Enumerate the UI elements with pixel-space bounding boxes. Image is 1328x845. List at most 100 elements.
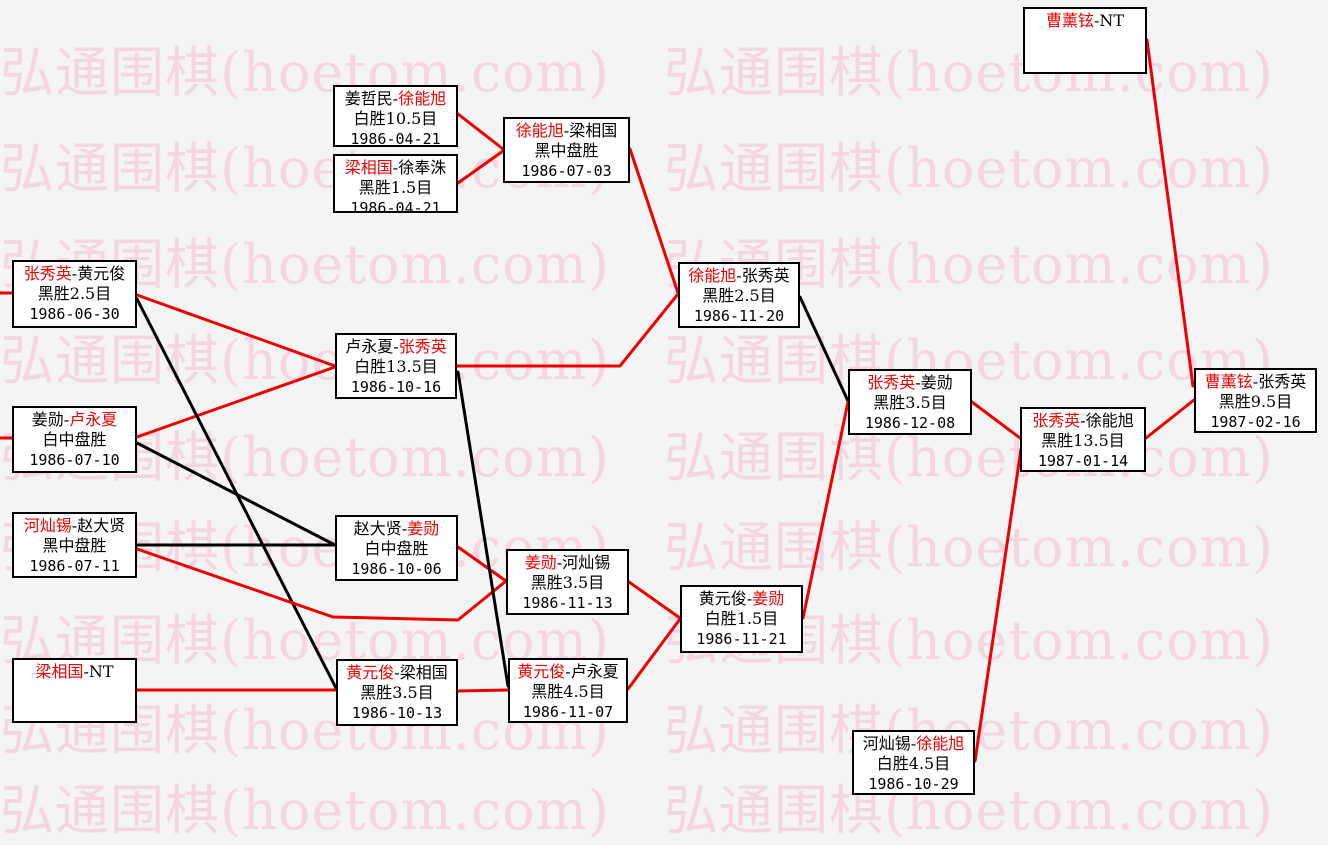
player-name-winner: 河灿锡 — [23, 516, 72, 535]
match-result: 黑胜3.5目 — [360, 683, 434, 702]
match-result: 黑胜13.5目 — [1041, 431, 1125, 450]
match-box-b13[interactable]: 黄元俊-卢永夏 黑胜4.5目 1986-11-07 — [508, 658, 628, 723]
match-box-b6[interactable]: 卢永夏-张秀英 白胜13.5目 1986-10-16 — [335, 333, 457, 399]
player-name-loser: 赵大贤- — [353, 519, 408, 538]
connector-line-b12-to-b15 — [627, 580, 682, 620]
player-name-loser: -赵大贤 — [71, 516, 126, 535]
connector-line-b8-to-b12 — [135, 547, 508, 622]
player-name-winner: 曹薰铉 — [1045, 11, 1094, 30]
match-players: 姜勋-卢永夏 — [14, 410, 135, 430]
connector-line-b2-to-b4 — [456, 112, 505, 151]
player-name-winner: 张秀英 — [1032, 411, 1081, 430]
match-players: 张秀英-徐能旭 — [1022, 411, 1144, 431]
match-box-b2[interactable]: 姜哲民-徐能旭 白胜10.5目 1986-04-21 — [333, 85, 458, 148]
match-date: 1986-11-07 — [522, 703, 614, 721]
connector-lines-canvas — [0, 38, 1196, 763]
watermark-text: 弘通围棋(hoetom.com) — [664, 426, 1274, 489]
match-result: 白中盘胜 — [364, 539, 429, 558]
watermark-text: 弘通围棋(hoetom.com) — [664, 516, 1274, 579]
player-name-loser: -徐能旭 — [1080, 411, 1134, 430]
player-name-loser: 卢永夏- — [345, 337, 399, 356]
match-date: 1986-07-10 — [29, 451, 120, 469]
match-players: 梁相国-徐奉洙 — [335, 158, 456, 178]
match-box-b17[interactable]: 张秀英-徐能旭 黑胜13.5目 1987-01-14 — [1020, 407, 1146, 472]
match-box-b4[interactable]: 徐能旭-梁相国 黑中盘胜 1986-07-03 — [503, 117, 630, 183]
player-name-loser: -黄元俊 — [71, 264, 126, 283]
match-result: 黑胜3.5目 — [873, 393, 947, 412]
match-box-b11[interactable]: 黄元俊-梁相国 黑胜3.5目 1986-10-13 — [336, 659, 458, 726]
connector-line-b7-to-b6 — [135, 365, 337, 439]
player-name-winner: 卢永夏 — [69, 410, 118, 429]
match-box-b1[interactable]: 曹薰铉-NT — [1023, 7, 1147, 74]
match-box-b9[interactable]: 赵大贤-姜勋 白中盘胜 1986-10-06 — [335, 515, 458, 581]
match-box-b8[interactable]: 河灿锡-赵大贤 黑中盘胜 1986-07-11 — [12, 512, 137, 578]
player-name-loser: -卢永夏 — [565, 662, 619, 681]
match-date: 1986-07-03 — [521, 162, 612, 180]
match-box-b5[interactable]: 张秀英-黄元俊 黑胜2.5目 1986-06-30 — [12, 260, 137, 328]
match-date: 1986-11-21 — [696, 630, 787, 648]
player-name-winner: 徐能旭 — [398, 89, 447, 108]
match-players: 黄元俊-姜勋 — [682, 589, 801, 609]
match-box-b15[interactable]: 黄元俊-姜勋 白胜1.5目 1986-11-21 — [680, 585, 803, 653]
match-result: 黑中盘胜 — [42, 536, 107, 555]
match-date: 1986-11-13 — [522, 594, 613, 612]
match-result: 白胜1.5目 — [704, 609, 779, 628]
match-date: 1986-07-11 — [29, 557, 120, 575]
match-box-b10[interactable]: 梁相国-NT — [12, 658, 137, 723]
match-result: 黑胜2.5目 — [702, 286, 776, 305]
match-players: 徐能旭-张秀英 — [680, 266, 798, 286]
player-name-loser: -张秀英 — [736, 266, 790, 285]
match-players: 姜勋-河灿锡 — [508, 553, 627, 573]
player-name-loser: -张秀英 — [1252, 372, 1307, 391]
connector-line-b18-to-b17 — [973, 447, 1023, 763]
bracket-diagram: 曹薰铉-NT 姜哲民-徐能旭 白胜10.5目 1986-04-21 梁相国-徐奉洙 黑胜1… — [12, 7, 1317, 795]
player-name-loser: 姜哲民- — [344, 89, 399, 108]
match-players: 姜哲民-徐能旭 — [335, 89, 456, 109]
player-name-loser: -河灿锡 — [556, 553, 611, 572]
match-date: 1986-04-21 — [350, 199, 441, 217]
player-name-winner: 梁相国 — [344, 158, 393, 177]
match-box-b14[interactable]: 徐能旭-张秀英 黑胜2.5目 1986-11-20 — [678, 262, 800, 328]
connector-line-b6-to-b14 — [455, 292, 680, 368]
player-name-winner: 姜勋 — [752, 589, 785, 608]
match-players: 卢永夏-张秀英 — [337, 337, 455, 357]
match-result: 白中盘胜 — [42, 430, 107, 449]
connector-line-b7-to-b9 — [135, 441, 337, 547]
match-date: 1986-12-08 — [864, 414, 956, 432]
watermark-text: 弘通围棋(hoetom.com) — [664, 41, 1274, 104]
match-result: 黑中盘胜 — [534, 141, 599, 160]
match-players: 黄元俊-卢永夏 — [510, 662, 626, 682]
connector-line-b17-to-b19 — [1144, 398, 1196, 440]
player-name-loser: -NT — [1093, 11, 1125, 30]
player-name-loser: -NT — [83, 662, 114, 681]
match-players: 张秀英-姜勋 — [850, 373, 970, 393]
match-players: 曹薰铉-张秀英 — [1196, 372, 1315, 392]
player-name-winner: 姜勋 — [407, 519, 440, 538]
match-date: 1986-10-06 — [351, 560, 442, 578]
match-box-b18[interactable]: 河灿锡-徐能旭 白胜4.5目 1986-10-29 — [852, 730, 975, 795]
match-players: 黄元俊-梁相国 — [338, 663, 456, 683]
connector-line-b1-to-b19 — [1145, 38, 1195, 388]
match-players: 张秀英-黄元俊 — [14, 264, 135, 284]
player-name-loser: 姜勋- — [31, 410, 70, 429]
match-box-b19[interactable]: 曹薰铉-张秀英 黑胜9.5目 1987-02-16 — [1194, 368, 1317, 433]
match-players: 曹薰铉-NT — [1025, 11, 1145, 31]
match-date: 1986-11-20 — [693, 307, 785, 325]
match-box-b7[interactable]: 姜勋-卢永夏 白中盘胜 1986-07-10 — [12, 406, 137, 473]
player-name-winner: 徐能旭 — [688, 266, 737, 285]
match-players: 赵大贤-姜勋 — [337, 519, 456, 539]
match-box-b3[interactable]: 梁相国-徐奉洙 黑胜1.5目 1986-04-21 — [333, 154, 458, 217]
match-date: 1986-10-29 — [868, 775, 959, 793]
match-players: 梁相国-NT — [14, 662, 135, 682]
player-name-loser: 河灿锡- — [862, 734, 917, 753]
player-name-loser: -徐奉洙 — [392, 158, 447, 177]
player-name-loser: -姜勋 — [915, 373, 953, 392]
match-result: 黑胜4.5目 — [531, 682, 605, 701]
player-name-winner: 曹薰铉 — [1204, 372, 1253, 391]
match-result: 黑胜9.5目 — [1218, 392, 1293, 411]
match-box-b12[interactable]: 姜勋-河灿锡 黑胜3.5目 1986-11-13 — [506, 549, 629, 615]
match-box-b16[interactable]: 张秀英-姜勋 黑胜3.5目 1986-12-08 — [848, 369, 972, 435]
connector-line-b11-to-b13 — [456, 688, 510, 693]
match-players: 河灿锡-徐能旭 — [854, 734, 973, 754]
connector-line-b4-to-b14 — [628, 147, 680, 295]
